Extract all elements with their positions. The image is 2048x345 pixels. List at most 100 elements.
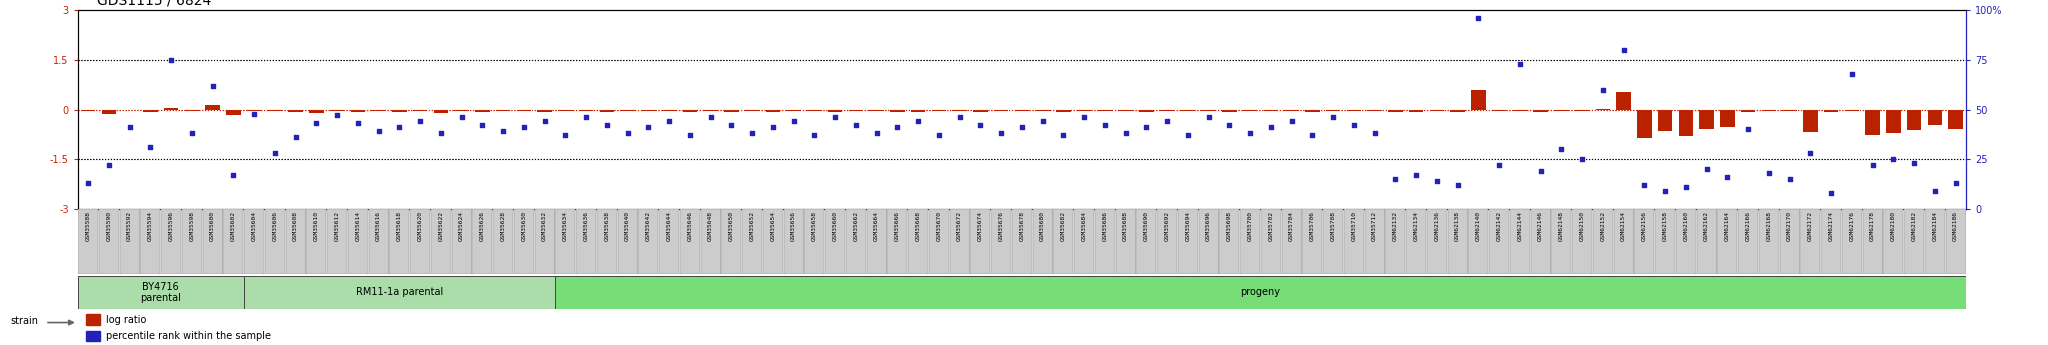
Bar [1450,110,1464,112]
Text: GSM62178: GSM62178 [1870,211,1876,241]
Text: GSM35684: GSM35684 [1081,211,1087,241]
Point [549,132,582,138]
Point [467,123,500,128]
Text: GSM35598: GSM35598 [190,211,195,241]
Bar [203,209,223,274]
Bar [86,331,100,341]
Point [1628,182,1661,188]
Bar [1032,209,1053,274]
Point [1130,125,1163,130]
Bar [223,209,244,274]
Point [1878,156,1911,162]
Bar [1198,209,1219,274]
Bar [1655,209,1675,274]
Text: GSM62152: GSM62152 [1599,211,1606,241]
Text: GSM35676: GSM35676 [999,211,1004,241]
Text: strain: strain [10,316,39,326]
Point [1608,47,1640,53]
Point [322,113,354,118]
Point [735,130,768,136]
Point [1919,188,1952,194]
Bar [1139,110,1153,111]
Bar [1593,209,1614,274]
Bar [1761,110,1776,111]
Text: GSM62184: GSM62184 [1933,211,1937,241]
Text: GSM35706: GSM35706 [1311,211,1315,241]
Text: GSM35678: GSM35678 [1020,211,1024,241]
Point [965,123,997,128]
Bar [700,209,721,274]
Bar [1864,209,1882,274]
Bar [1659,110,1673,131]
Text: GSM62140: GSM62140 [1477,211,1481,241]
Text: GSM35644: GSM35644 [668,211,672,241]
Text: GSM35600: GSM35600 [211,211,215,241]
Bar [641,110,655,111]
Bar [455,110,469,111]
Point [1710,174,1743,180]
Text: GSM62170: GSM62170 [1788,211,1792,241]
Bar [891,110,905,112]
Text: GSM35638: GSM35638 [604,211,610,241]
Bar [307,209,326,274]
Point [1855,162,1888,168]
Bar [973,110,987,112]
Bar [430,209,451,274]
Bar [764,209,782,274]
Text: GSM35700: GSM35700 [1247,211,1253,241]
Text: GSM35594: GSM35594 [147,211,154,241]
Point [1774,176,1806,182]
Bar [575,209,596,274]
Text: GSM62176: GSM62176 [1849,211,1853,241]
Point [1006,125,1038,130]
Text: GSM35646: GSM35646 [688,211,692,241]
Text: GSM35604: GSM35604 [252,211,256,241]
Bar [1282,209,1303,274]
Bar [1866,110,1880,135]
Text: GSM35608: GSM35608 [293,211,299,241]
Point [528,119,561,124]
Bar [555,209,575,274]
Bar [1741,110,1755,112]
Point [1483,162,1516,168]
Bar [1116,209,1137,274]
Bar [559,110,573,111]
Bar [1262,209,1280,274]
Text: GSM35630: GSM35630 [522,211,526,241]
Bar [1053,209,1073,274]
Text: GSM35694: GSM35694 [1186,211,1190,241]
Point [1317,115,1350,120]
Bar [1284,110,1298,111]
Bar [721,209,741,274]
Point [362,129,395,134]
Bar [162,209,180,274]
Text: GSM35654: GSM35654 [770,211,776,241]
Point [1753,170,1786,176]
Point [342,121,375,126]
Bar [1821,209,1841,274]
Bar [1802,110,1819,132]
Point [840,123,872,128]
Bar [1137,209,1157,274]
Text: GSM35686: GSM35686 [1102,211,1108,241]
Text: GSM35596: GSM35596 [168,211,174,241]
Bar [1679,110,1694,136]
Bar [1057,110,1071,111]
Point [508,125,541,130]
Point [590,123,623,128]
Bar [991,209,1012,274]
Point [901,119,934,124]
Bar [535,209,555,274]
Bar [1491,110,1507,111]
Bar [930,209,948,274]
Bar [1552,209,1571,274]
Point [985,130,1018,136]
Bar [1841,209,1862,274]
Bar [1905,209,1925,274]
Bar [434,110,449,112]
Text: GSM35658: GSM35658 [811,211,817,241]
Bar [639,209,657,274]
Point [1255,125,1288,130]
Point [1794,150,1827,156]
Point [633,125,666,130]
